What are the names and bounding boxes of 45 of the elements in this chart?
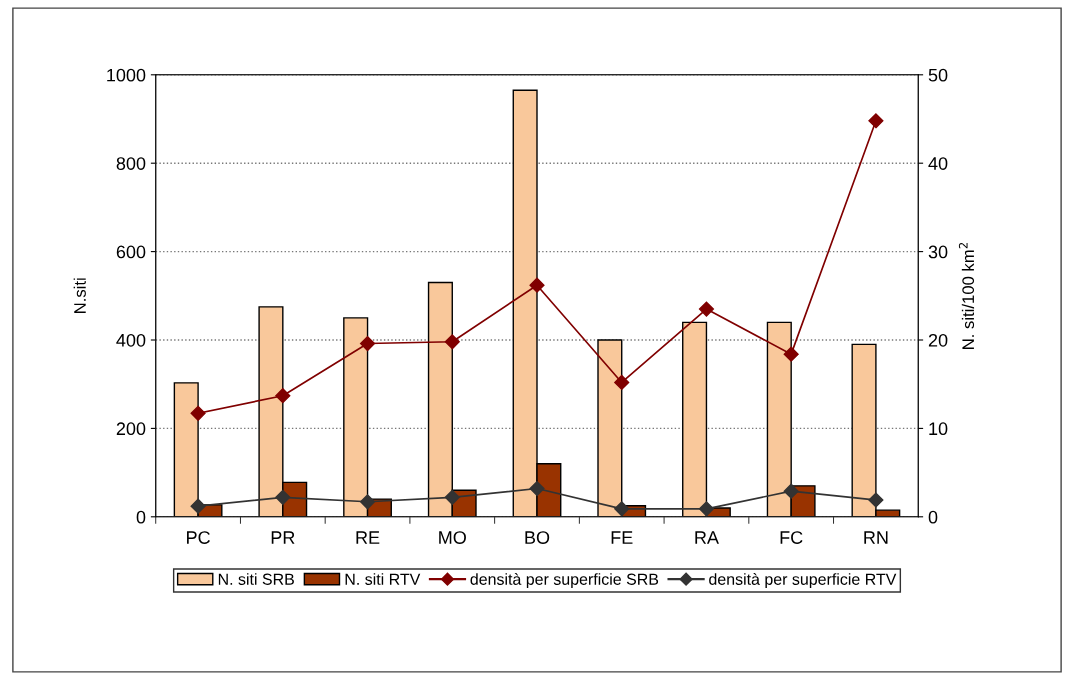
point	[698, 501, 715, 517]
point	[868, 113, 884, 129]
y2-tick-label: 0	[928, 510, 938, 524]
y-tick-label: 800	[116, 157, 146, 170]
y-tick-label: 600	[116, 245, 146, 259]
x-tick-label: BO	[525, 531, 550, 544]
point	[783, 483, 799, 499]
y2-tick-label: 30	[928, 245, 948, 259]
point	[275, 388, 291, 404]
x-tick-label: PC	[187, 531, 210, 544]
point	[783, 346, 799, 362]
x-tick-label: RA	[695, 531, 719, 544]
x-tick-label: RN	[864, 531, 888, 544]
point	[359, 494, 376, 510]
y2-axis-title: N. siti/100 km$^{2}$	[958, 242, 975, 349]
x-tick-label: PR	[271, 531, 295, 544]
y-tick-label: 200	[116, 422, 146, 436]
point	[190, 498, 206, 514]
point	[444, 334, 460, 350]
point	[529, 480, 545, 497]
legend-label: densità per superficie SRB	[470, 572, 659, 589]
y-tick-label: 0	[136, 510, 146, 524]
y2-tick-label: 20	[928, 333, 948, 347]
legend-label: N. siti RTV	[345, 573, 421, 585]
y2-tick-label: 40	[928, 157, 948, 170]
y-axis-title: N.siti	[73, 278, 86, 313]
point	[275, 489, 291, 505]
point	[868, 492, 884, 508]
y-tick-label: 400	[116, 333, 146, 347]
x-tick-label: FC	[780, 531, 803, 544]
x-tick-label: FE	[611, 531, 633, 544]
point	[614, 501, 630, 517]
legend-label: N. siti SRB	[218, 573, 294, 585]
x-tick-label: RE	[356, 531, 380, 544]
y2-tick-label: 10	[929, 422, 948, 436]
legend-label: densità per superficie RTV	[709, 572, 897, 589]
point	[529, 277, 545, 293]
point	[614, 374, 630, 391]
y2-tick-label: 50	[928, 68, 948, 82]
point	[444, 489, 460, 505]
point	[190, 405, 206, 421]
x-tick-label: MO	[439, 531, 466, 544]
point	[359, 335, 376, 352]
y-tick-label: 1000	[107, 68, 146, 82]
point	[698, 301, 715, 317]
